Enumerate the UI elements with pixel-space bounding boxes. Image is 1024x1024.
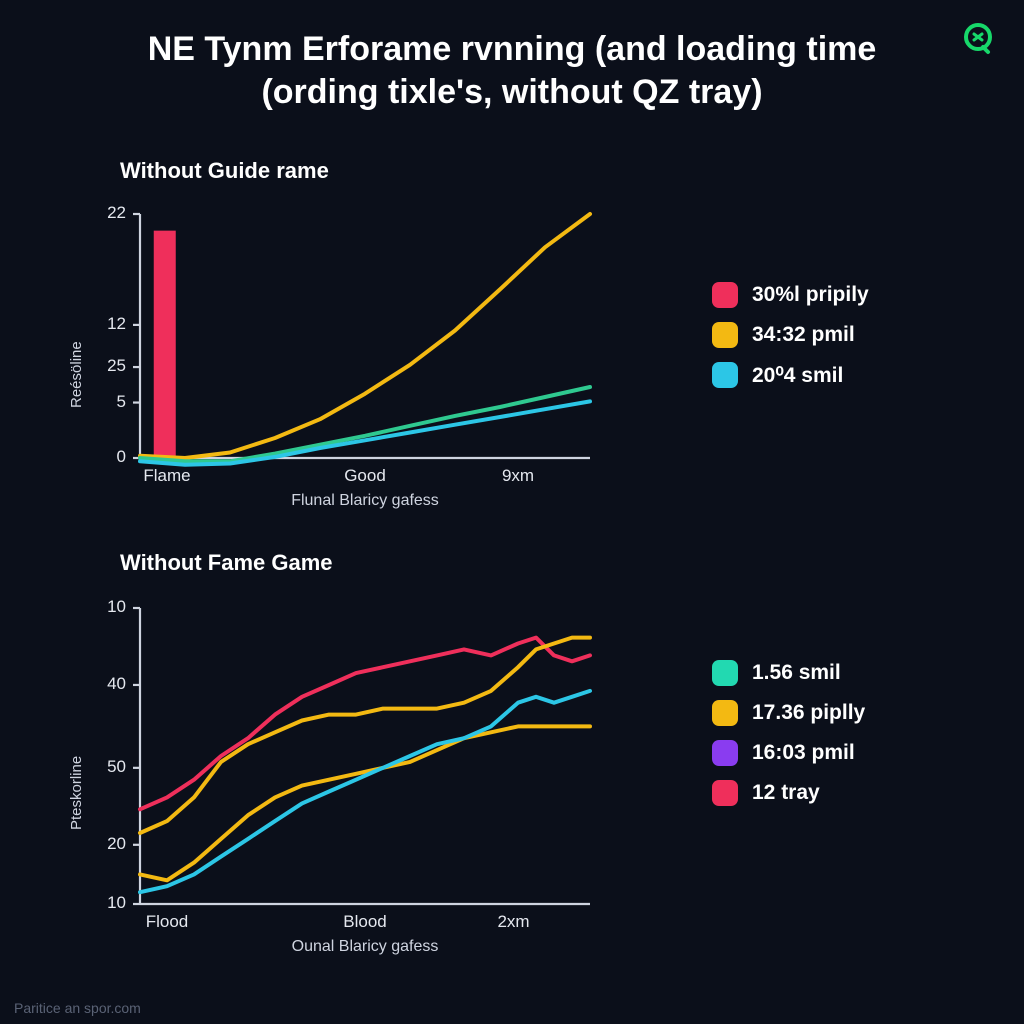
legend-swatch — [712, 780, 738, 806]
ytick-label: 40 — [86, 674, 126, 694]
ytick-label: 25 — [86, 356, 126, 376]
legend-label: 30%l pripily — [752, 283, 869, 307]
xtick-label: Flood — [146, 912, 189, 932]
legend-swatch — [712, 700, 738, 726]
legend-item: 17.36 piplly — [712, 700, 865, 726]
title-line-1: NE Tynm Erforame rvnning (and loading ti… — [148, 30, 877, 68]
xtick-label: Flame — [143, 466, 190, 486]
legend-item: 30%l pripily — [712, 282, 869, 308]
legend-item: 34:32 pmil — [712, 322, 869, 348]
chart-2-subtitle: Without Fame Game — [120, 550, 865, 576]
ytick-label: 10 — [86, 597, 126, 617]
chart-2-legend: 1.56 smil 17.36 piplly 16:03 pmil 12 tray — [712, 660, 865, 806]
chart-1: Without Guide rame Reésöline 22125025Fla… — [62, 158, 869, 518]
xtick-label: 9xm — [502, 466, 534, 486]
chart-1-plot: Reésöline 22125025FlameGood9xmFlunal Bla… — [62, 198, 602, 518]
legend-item: 12 tray — [712, 780, 865, 806]
page-title: NE Tynm Erforame rvnning (and loading ti… — [0, 0, 1024, 119]
legend-swatch — [712, 362, 738, 388]
legend-item: 1.56 smil — [712, 660, 865, 686]
ytick-label: 20 — [86, 834, 126, 854]
chart-1-legend: 30%l pripily 34:32 pmil 20⁰4 smil — [712, 282, 869, 388]
brand-logo-icon — [960, 20, 996, 56]
chart-2: Without Fame Game Pteskorline 1040502010… — [62, 550, 865, 970]
chart-xlabel: Flunal Blaricy gafess — [291, 492, 439, 510]
legend-label: 1.56 smil — [752, 661, 841, 685]
title-line-2: (ording tixle's, without QZ tray) — [261, 73, 762, 111]
xtick-label: 2xm — [497, 912, 529, 932]
chart-1-subtitle: Without Guide rame — [120, 158, 869, 184]
ytick-label: 5 — [86, 392, 126, 412]
ytick-label: 22 — [86, 203, 126, 223]
legend-label: 12 tray — [752, 781, 820, 805]
ytick-label: 50 — [86, 757, 126, 777]
ytick-label: 12 — [86, 314, 126, 334]
chart-xlabel: Ounal Blaricy gafess — [292, 938, 439, 956]
chart-2-plot: Pteskorline 1040502010FloodBlood2xmOunal… — [62, 590, 602, 970]
legend-swatch — [712, 282, 738, 308]
legend-label: 34:32 pmil — [752, 323, 855, 347]
legend-swatch — [712, 660, 738, 686]
footer-attribution: Paritice an spor.com — [14, 1000, 141, 1016]
legend-item: 16:03 pmil — [712, 740, 865, 766]
legend-swatch — [712, 740, 738, 766]
xtick-label: Blood — [343, 912, 386, 932]
legend-swatch — [712, 322, 738, 348]
ytick-label: 10 — [86, 893, 126, 913]
legend-label: 17.36 piplly — [752, 701, 865, 725]
legend-item: 20⁰4 smil — [712, 362, 869, 388]
ytick-label: 0 — [86, 447, 126, 467]
xtick-label: Good — [344, 466, 386, 486]
legend-label: 20⁰4 smil — [752, 363, 843, 388]
legend-label: 16:03 pmil — [752, 741, 855, 765]
